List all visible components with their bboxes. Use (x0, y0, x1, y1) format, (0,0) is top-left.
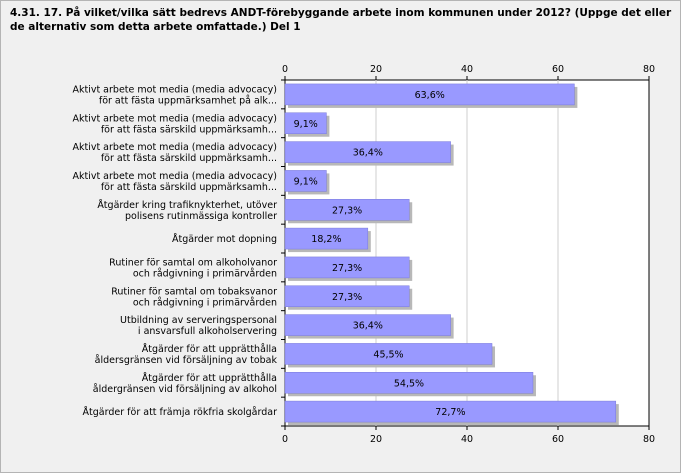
x-tick-label-top: 40 (461, 64, 473, 75)
bar (284, 170, 327, 192)
category-label: Åtgärder för att upprätthålla (142, 372, 277, 384)
bar (284, 285, 410, 307)
category-label: i ansvarsfull alkoholservering (138, 326, 277, 337)
category-label: Aktivt arbete mot media (media advocacy) (72, 171, 277, 182)
bar-value-label: 18,2% (311, 234, 341, 245)
category-label: och rådgivning i primärvården (133, 297, 277, 308)
category-label: Åtgärder för att främja rökfria skolgård… (83, 406, 278, 418)
x-tick-label-bottom: 40 (461, 434, 473, 445)
x-tick-label-top: 0 (282, 64, 288, 75)
x-tick-label-bottom: 80 (643, 434, 655, 445)
bar-value-label: 63,6% (415, 90, 445, 101)
category-label: Åtgärder för att upprätthålla (142, 343, 277, 355)
bar-value-label: 45,5% (373, 349, 403, 360)
x-tick-label-top: 20 (370, 64, 382, 75)
bar (284, 83, 575, 106)
category-label: Åtgärder kring trafiknykterhet, utöver (97, 199, 277, 211)
bar (284, 314, 451, 336)
bar-value-label: 72,7% (435, 407, 465, 418)
x-tick-label-top: 80 (643, 64, 655, 75)
x-tick-label-bottom: 60 (552, 434, 564, 445)
bar (284, 141, 451, 163)
bar-value-label: 27,3% (332, 205, 362, 216)
category-label: och rådgivning i primärvården (133, 268, 277, 279)
bar (284, 400, 617, 423)
category-label: Aktivt arbete mot media (media advocacy) (72, 142, 277, 153)
bar-value-label: 27,3% (332, 292, 362, 303)
category-label: för att fästa särskild uppmärksamh... (101, 182, 277, 193)
category-label: för att fästa uppmärksamhet på alk... (99, 95, 277, 106)
bar-value-label: 54,5% (394, 378, 424, 389)
bar (284, 227, 369, 250)
category-label: Åtgärder mot dopning (172, 233, 277, 245)
category-label: Rutiner för samtal om alkoholvanor (109, 257, 277, 268)
bar (284, 372, 534, 394)
category-label: Aktivt arbete mot media (media advocacy) (72, 84, 277, 95)
x-tick-label-bottom: 0 (282, 434, 288, 445)
bar (284, 112, 327, 134)
bar-value-label: 9,1% (294, 176, 318, 187)
bar (284, 343, 493, 365)
bar-value-label: 36,4% (353, 148, 383, 159)
bar-value-label: 36,4% (353, 321, 383, 332)
bar (284, 199, 410, 221)
category-label: Rutiner för samtal om tobaksvanor (111, 286, 277, 297)
bar-value-label: 9,1% (294, 119, 318, 130)
category-label: åldergränsen vid försäljning av alkohol (93, 384, 277, 395)
category-label: Aktivt arbete mot media (media advocacy) (72, 113, 277, 124)
category-label: för att fästa särskild uppmärksamh... (101, 124, 277, 135)
category-label: polisens rutinmässiga kontroller (125, 211, 277, 222)
x-tick-label-top: 60 (552, 64, 564, 75)
chart-title: 4.31. 17. På vilket/vilka sätt bedrevs A… (10, 7, 672, 33)
category-label: för att fästa särskild uppmärksamh... (101, 153, 277, 164)
category-label: åldersgränsen vid försäljning av tobak (95, 355, 278, 366)
bar-value-label: 27,3% (332, 263, 362, 274)
x-tick-label-bottom: 20 (370, 434, 382, 445)
category-label: Utbildning av serveringspersonal (120, 315, 277, 326)
bar (284, 256, 410, 279)
